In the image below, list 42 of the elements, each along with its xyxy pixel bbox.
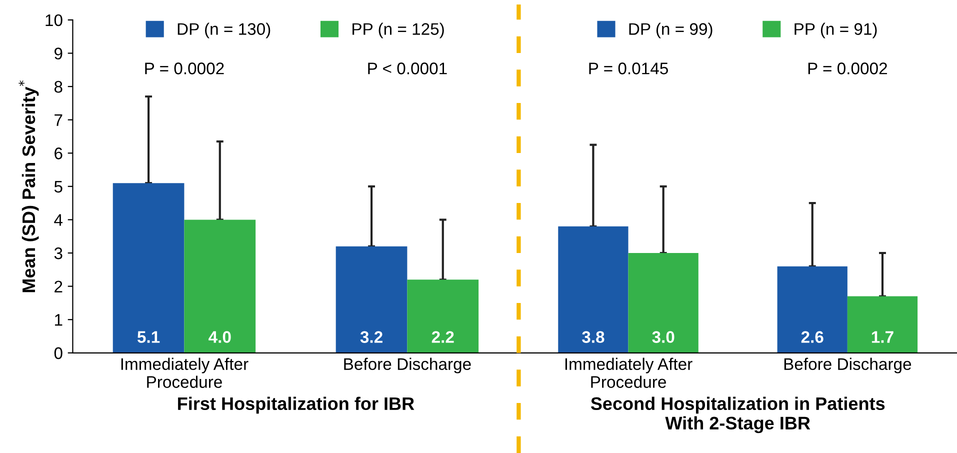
x-axis-title: First Hospitalization for IBR: [178, 396, 414, 414]
y-tick-label: 0: [54, 347, 62, 360]
y-tick-label: 2: [54, 280, 62, 292]
x-tick-label: Immediately After Procedure: [565, 358, 692, 388]
y-tick-label: 4: [54, 214, 63, 226]
y-tick-label: 8: [54, 80, 62, 93]
legend-label: DP (n = 130): [178, 22, 270, 38]
data-label: 4.0: [208, 331, 231, 343]
data-label: 3.8: [582, 331, 604, 343]
data-label: 2.2: [432, 331, 454, 343]
y-tick-label: 9: [54, 48, 62, 60]
data-label: 1.7: [872, 331, 894, 343]
annotation: P = 0.0145: [589, 62, 668, 74]
bar: [336, 246, 408, 353]
bar: [558, 226, 628, 353]
data-label: 5.1: [137, 331, 160, 343]
data-label: 3.0: [652, 331, 674, 343]
annotation: P < 0.0001: [368, 62, 447, 74]
x-tick-label: Immediately After Procedure: [121, 358, 248, 388]
bar: [628, 253, 698, 353]
y-tick-label: 10: [46, 14, 62, 26]
legend-label: PP (n = 125): [352, 22, 444, 38]
y-tick-label: 1: [55, 314, 62, 326]
bar: [407, 280, 479, 353]
annotation: P = 0.0002: [145, 62, 224, 74]
x-tick-label: Before Discharge: [344, 358, 471, 374]
y-tick-label: 7: [54, 114, 62, 126]
bar: [112, 183, 184, 353]
bar: [777, 266, 848, 353]
bar: [847, 296, 918, 353]
data-label: 3.2: [360, 331, 382, 343]
x-axis-title: Second Hospitalization in Patients With 2-Stage IBR: [590, 396, 885, 434]
y-tick-label: 5: [54, 180, 62, 193]
bar: [184, 220, 256, 353]
x-tick-label: Before Discharge: [784, 358, 912, 374]
y-tick-label: 3: [54, 247, 62, 260]
legend-label: DP (n = 99): [629, 22, 712, 38]
data-label: 2.6: [801, 331, 824, 343]
y-axis-title: Mean (SD) Pain Severity$^{*}$: [18, 80, 39, 292]
y-tick-label: 6: [54, 148, 62, 160]
legend-label: PP (n = 91): [794, 22, 877, 38]
annotation: P = 0.0002: [808, 62, 887, 74]
